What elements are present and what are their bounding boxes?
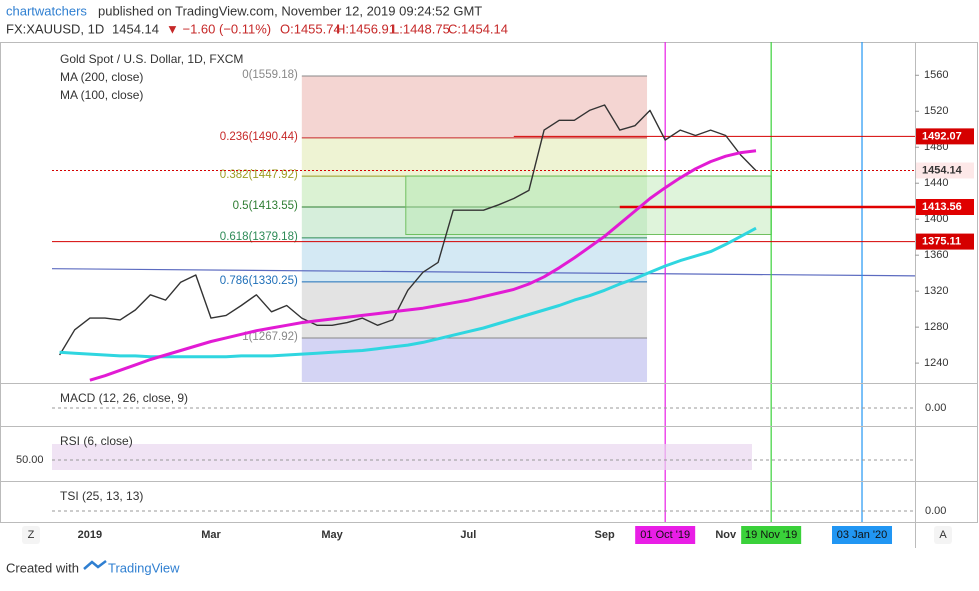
- date-badge: [741, 526, 802, 544]
- x-tick-label: 01 Oct '19: [640, 529, 690, 541]
- x-tick-label: 2019: [78, 529, 102, 541]
- legend-ma200: MA (200, close): [60, 70, 143, 84]
- y-tick-label: 1520: [924, 105, 948, 117]
- published: published on TradingView.com, November 1…: [98, 3, 482, 18]
- fib-band: [301, 137, 648, 177]
- zoom-button[interactable]: [22, 526, 40, 544]
- price-tag: [916, 233, 974, 250]
- zoom-label[interactable]: Z: [28, 529, 35, 541]
- pane-tick: 0.00: [925, 402, 946, 414]
- symbol: FX:XAUUSD, 1D: [6, 21, 104, 36]
- y-tick-label: 1560: [924, 69, 948, 81]
- fib-band: [301, 337, 648, 382]
- ohlc-low: L:1448.75: [392, 21, 450, 36]
- fib-label: 0.618(1379.18): [220, 231, 298, 243]
- plot: 0(1559.18) 0.236(1490.44) 0.382(1447.92) 0.…: [0, 42, 978, 544]
- x-tick-label: Mar: [201, 529, 221, 541]
- pane-label: RSI (6, close): [60, 434, 133, 448]
- fib-label: 0.236(1490.44): [220, 131, 298, 143]
- y-tick-label: 1360: [924, 249, 948, 261]
- price-line-series: [58, 104, 757, 356]
- fib-label: 1(1267.92): [242, 331, 298, 343]
- y-tick-label: 1320: [924, 285, 948, 297]
- pane-label: MACD (12, 26, close, 9): [60, 391, 188, 405]
- y-tick-label: 1400: [924, 213, 948, 225]
- x-tick-label: May: [321, 529, 343, 541]
- legend-ma100: MA (100, close): [60, 88, 143, 102]
- price-tag-label: 1492.07: [922, 130, 962, 142]
- legend-title: Gold Spot / U.S. Dollar, 1D, FXCM: [60, 52, 243, 66]
- x-tick-label: 03 Jan '20: [837, 529, 887, 541]
- rsi-band: [52, 444, 752, 470]
- y-tick-label: 1440: [924, 177, 948, 189]
- moving-average: [89, 149, 757, 382]
- ohlc-open: O:1455.74: [280, 21, 341, 36]
- date-badge: [635, 526, 696, 544]
- auto-button[interactable]: [934, 526, 952, 544]
- price-tag: [916, 198, 974, 215]
- fib-label: 0.5(1413.55): [233, 200, 298, 212]
- zone: [405, 175, 772, 235]
- price-tag-label: 1413.56: [922, 201, 962, 213]
- pane-label: TSI (25, 13, 13): [60, 489, 143, 503]
- date-badge: [832, 526, 893, 544]
- price-tag: [916, 128, 974, 145]
- fib-label: 0.382(1447.92): [220, 169, 298, 181]
- chart-frame: [0, 42, 978, 523]
- auto-label[interactable]: A: [939, 529, 947, 541]
- last-price: 1454.14: [112, 21, 159, 36]
- x-tick-label: 19 Nov '19: [745, 529, 797, 541]
- pane-tick: 0.00: [925, 505, 946, 517]
- author[interactable]: chartwatchers: [6, 3, 87, 18]
- brand-logo: [83, 560, 107, 570]
- footer-created: Created with: [6, 560, 79, 575]
- footer-brand[interactable]: TradingView: [108, 560, 180, 575]
- change: ▼ −1.60 (−0.11%): [166, 21, 271, 36]
- fib-band: [301, 207, 648, 238]
- ohlc-high: H:1456.91: [336, 21, 396, 36]
- pane-tick: 50.00: [16, 454, 44, 466]
- ohlc-close: C:1454.14: [448, 21, 508, 36]
- price-tag-label: 1375.11: [922, 235, 961, 247]
- fib-band: [301, 176, 648, 208]
- x-tick-label: Nov: [715, 529, 737, 541]
- price-tag-label: 1454.14: [922, 164, 963, 176]
- x-tick-label: Sep: [595, 529, 615, 541]
- x-tick-label: Jul: [460, 529, 476, 541]
- fib-band: [301, 76, 648, 138]
- fib-label: 0(1559.18): [242, 69, 298, 81]
- price-tag: [916, 162, 974, 179]
- y-tick-label: 1280: [924, 321, 948, 333]
- y-tick-label: 1240: [924, 357, 948, 369]
- fib-label: 0.786(1330.25): [220, 275, 298, 287]
- moving-average: [59, 226, 757, 359]
